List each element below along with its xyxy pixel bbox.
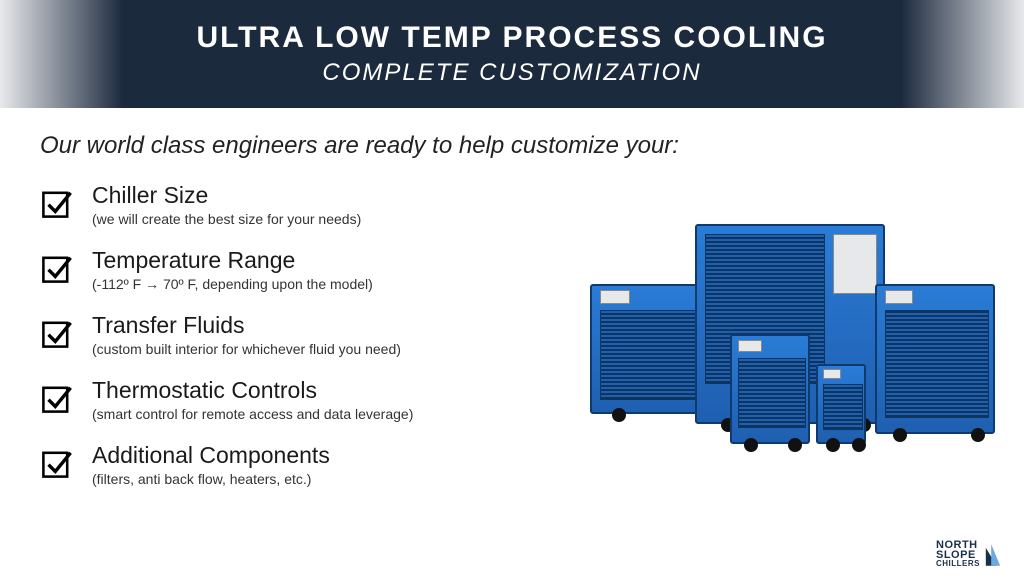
header-banner: ULTRA LOW TEMP PROCESS COOLING COMPLETE …	[0, 0, 1024, 108]
header-title: ULTRA LOW TEMP PROCESS COOLING	[196, 21, 827, 55]
checkbox-icon	[40, 446, 74, 480]
header-subtitle: COMPLETE CUSTOMIZATION	[322, 59, 701, 87]
list-item: Additional Components (filters, anti bac…	[40, 442, 580, 487]
item-title: Chiller Size	[92, 182, 361, 209]
chiller-unit	[730, 334, 810, 444]
chiller-group	[580, 204, 1000, 464]
content-row: Chiller Size (we will create the best si…	[0, 170, 1024, 487]
list-item: Thermostatic Controls (smart control for…	[40, 377, 580, 422]
item-title: Transfer Fluids	[92, 312, 401, 339]
product-image-area	[580, 170, 1000, 487]
checkbox-icon	[40, 251, 74, 285]
logo-text: NORTH SLOPE CHILLERS	[936, 540, 980, 568]
brand-logo: NORTH SLOPE CHILLERS	[936, 540, 1002, 568]
list-item: Temperature Range (-112º F → 70º F, depe…	[40, 247, 580, 292]
logo-mark-icon	[984, 542, 1002, 568]
checkbox-icon	[40, 186, 74, 220]
list-item: Chiller Size (we will create the best si…	[40, 182, 580, 227]
item-desc: (custom built interior for whichever flu…	[92, 341, 401, 357]
chiller-unit	[816, 364, 866, 444]
item-title: Temperature Range	[92, 247, 373, 274]
logo-line3: CHILLERS	[936, 560, 980, 568]
item-desc: (smart control for remote access and dat…	[92, 406, 413, 422]
item-desc: (-112º F → 70º F, depending upon the mod…	[92, 276, 373, 292]
chiller-unit	[875, 284, 995, 434]
checkbox-icon	[40, 381, 74, 415]
item-desc: (filters, anti back flow, heaters, etc.)	[92, 471, 330, 487]
feature-list: Chiller Size (we will create the best si…	[40, 170, 580, 487]
checkbox-icon	[40, 316, 74, 350]
item-title: Thermostatic Controls	[92, 377, 413, 404]
item-desc: (we will create the best size for your n…	[92, 211, 361, 227]
item-title: Additional Components	[92, 442, 330, 469]
list-item: Transfer Fluids (custom built interior f…	[40, 312, 580, 357]
intro-text: Our world class engineers are ready to h…	[0, 108, 1024, 170]
